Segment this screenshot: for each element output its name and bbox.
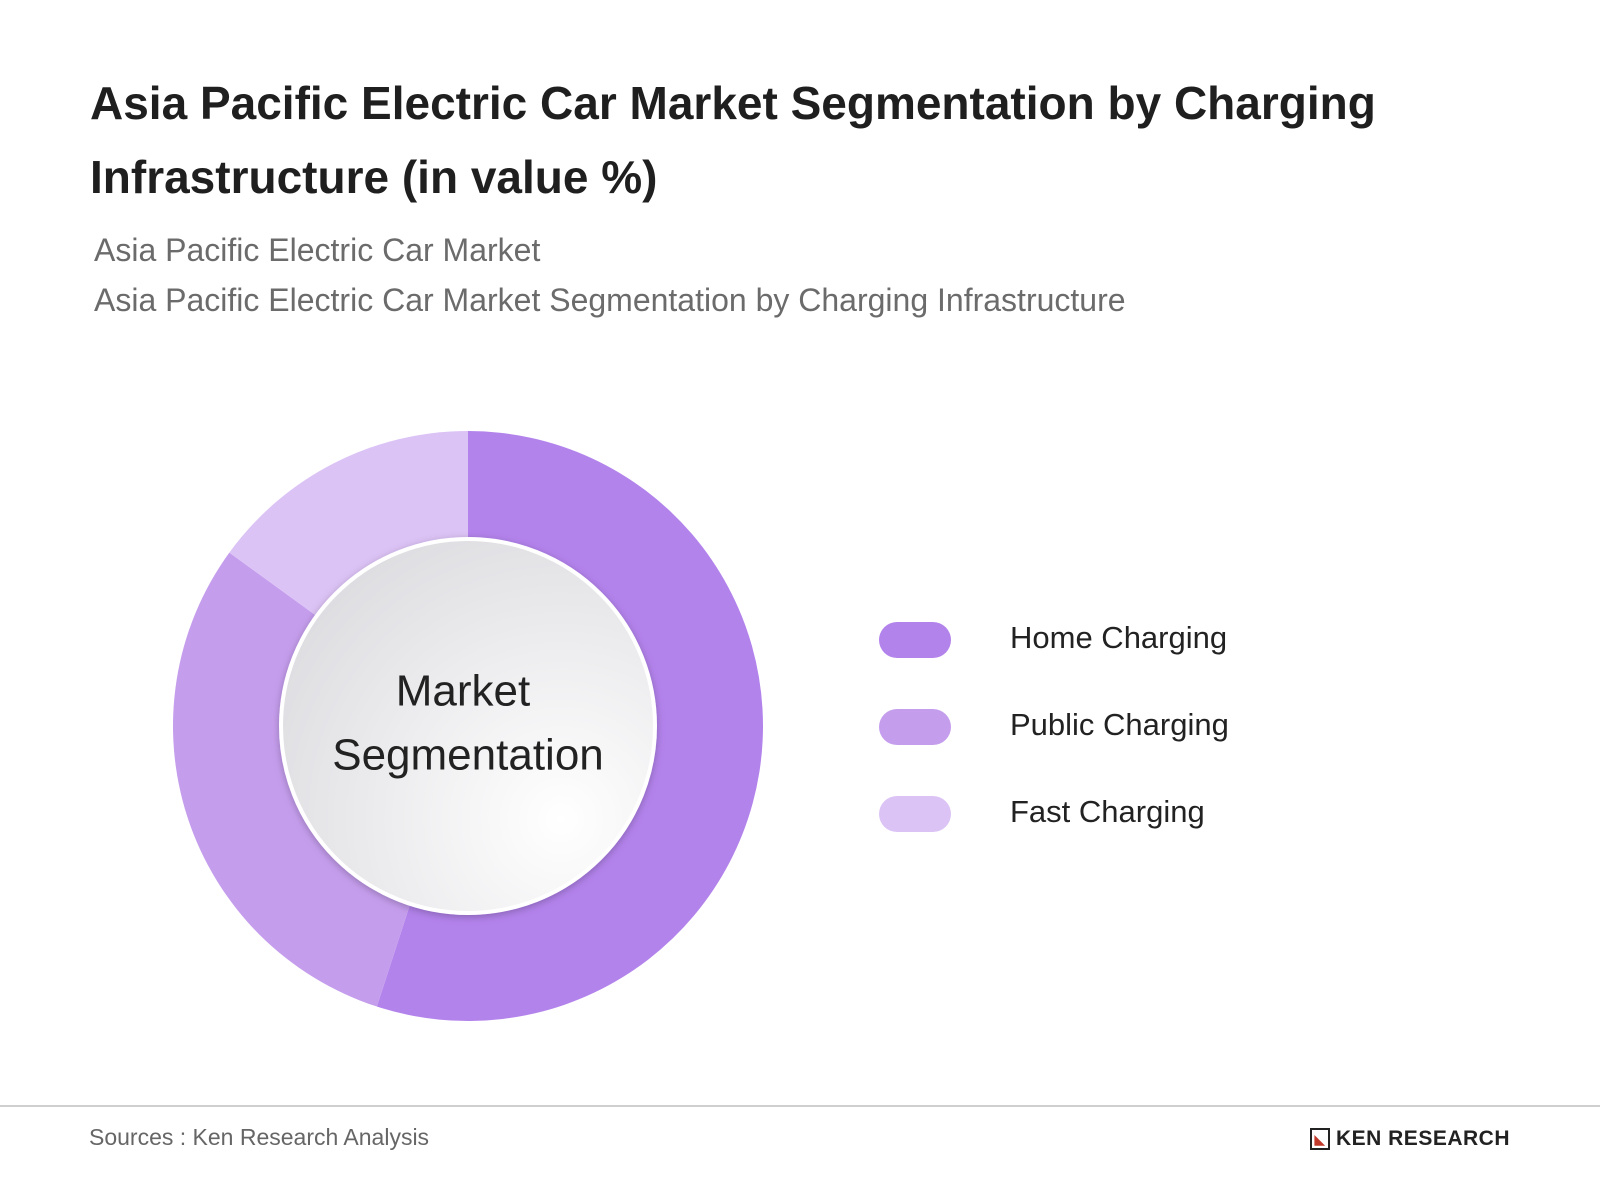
subtitle: Asia Pacific Electric Car Market — [94, 232, 541, 268]
center-label: Market — [396, 667, 530, 716]
brand: ◣ KEN RESEARCH — [1309, 1127, 1510, 1151]
legend-label: Fast Charging — [1010, 794, 1205, 829]
legend-label: Public Charging — [1010, 707, 1229, 742]
brand-logo: ◣ — [1309, 1128, 1330, 1150]
donut-hole — [279, 537, 657, 915]
subtitle: Asia Pacific Electric Car Market Segment… — [94, 282, 1126, 318]
legend-swatch — [879, 709, 951, 745]
source: Sources : Ken Research Analysis — [89, 1124, 430, 1150]
chart: Market Segmentation Home Charging Public … — [172, 431, 1229, 1021]
center-label: Segmentation — [332, 731, 604, 780]
legend-swatch — [879, 622, 951, 658]
legend-swatch — [879, 796, 951, 832]
footer-rule — [0, 1105, 1600, 1107]
legend-label: Home Charging — [1010, 620, 1227, 655]
brand-name: KEN RESEARCH — [1335, 1127, 1510, 1150]
chart-title: Asia Pacific Electric Car Market Segment… — [90, 77, 1376, 203]
